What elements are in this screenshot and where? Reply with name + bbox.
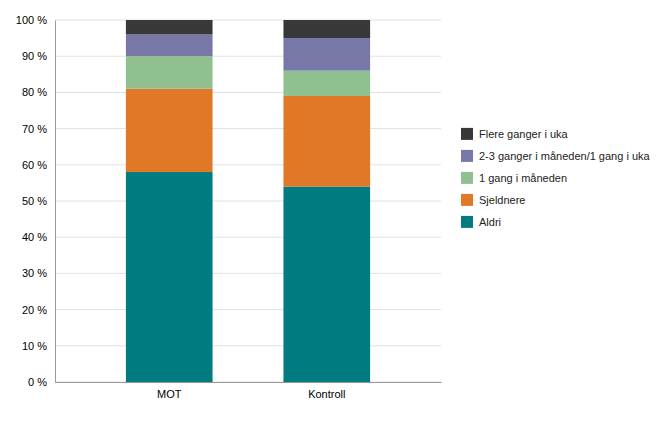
legend-item: 1 gang i måneden [461, 172, 567, 184]
legend-swatch [461, 128, 473, 140]
legend-item: Flere ganger i uka [461, 128, 569, 140]
plot: 0 % 10 % 20 % 30 % 40 % 50 % 60 % 70 % 80 % 90 % 1… [16, 14, 442, 400]
y-tick-label: 50 % [22, 195, 47, 207]
grid-line [55, 237, 441, 238]
x-axis-line [56, 382, 442, 383]
bar-series [126, 20, 370, 38]
grid-line [55, 309, 441, 310]
legend-label: Aldri [479, 216, 501, 228]
y-tick: 60 % [22, 159, 55, 171]
y-tick: 80 % [22, 86, 55, 98]
chart: 0 % 10 % 20 % 30 % 40 % 50 % 60 % 70 % 80 % 90 % 1… [0, 0, 666, 422]
grid-line [55, 20, 441, 21]
bars [126, 20, 370, 382]
legend-swatch [461, 216, 473, 228]
x-tick-label: MOT [157, 388, 182, 400]
bar-segment [126, 34, 213, 56]
y-tick-label: 90 % [22, 50, 47, 62]
legend-swatch [461, 194, 473, 206]
legend-label: Sjeldnere [479, 194, 525, 206]
grid [55, 20, 441, 382]
bar-series [126, 172, 370, 382]
y-tick: 50 % [22, 195, 55, 207]
x-tick: MOT [157, 388, 182, 400]
x-axis: MOT Kontroll [56, 383, 442, 400]
y-tick-label: 80 % [22, 86, 47, 98]
grid-line [55, 92, 441, 93]
bar-segment [126, 89, 213, 172]
grid-line [55, 382, 441, 383]
legend-label: 2-3 ganger i måneden/1 gang i uka [479, 150, 651, 162]
legend-item: Aldri [461, 216, 501, 228]
bar-segment [283, 38, 370, 71]
y-tick: 0 % [28, 376, 55, 388]
bar-series [126, 89, 370, 187]
x-tick-label: Kontroll [308, 388, 345, 400]
legend-label: Flere ganger i uka [479, 128, 569, 140]
grid-line [55, 56, 441, 57]
y-tick: 30 % [22, 267, 55, 279]
bar-segment [126, 20, 213, 34]
legend-item: Sjeldnere [461, 194, 525, 206]
y-tick: 20 % [22, 304, 55, 316]
y-tick: 40 % [22, 231, 55, 243]
legend-label: 1 gang i måneden [479, 172, 567, 184]
legend-swatch [461, 172, 473, 184]
bar-series [126, 34, 370, 70]
legend: Flere ganger i uka 2-3 ganger i måneden/1… [461, 128, 651, 228]
x-tick: Kontroll [308, 388, 345, 400]
y-tick-label: 40 % [22, 231, 47, 243]
legend-item: 2-3 ganger i måneden/1 gang i uka [461, 150, 651, 162]
y-tick-label: 10 % [22, 340, 47, 352]
bar-segment [126, 56, 213, 89]
y-tick-label: 70 % [22, 123, 47, 135]
y-tick-label: 30 % [22, 267, 47, 279]
bar-segment [283, 20, 370, 38]
bar-segment [283, 71, 370, 96]
y-tick-label: 0 % [28, 376, 47, 388]
y-tick-label: 20 % [22, 304, 47, 316]
bar-segment [283, 96, 370, 186]
y-tick: 100 % [16, 14, 55, 26]
y-axis: 0 % 10 % 20 % 30 % 40 % 50 % 60 % 70 % 80 % 90 % 1… [16, 14, 56, 388]
grid-line [55, 201, 441, 202]
legend-swatch [461, 150, 473, 162]
y-tick: 70 % [22, 123, 55, 135]
grid-line [55, 345, 441, 346]
y-tick-label: 60 % [22, 159, 47, 171]
grid-line [55, 273, 441, 274]
grid-line [55, 164, 441, 165]
bar-segment [126, 172, 213, 382]
y-tick: 10 % [22, 340, 55, 352]
y-axis-line [55, 21, 56, 383]
grid-line [55, 128, 441, 129]
y-tick: 90 % [22, 50, 55, 62]
y-tick-label: 100 % [16, 14, 47, 26]
bar-segment [283, 187, 370, 382]
